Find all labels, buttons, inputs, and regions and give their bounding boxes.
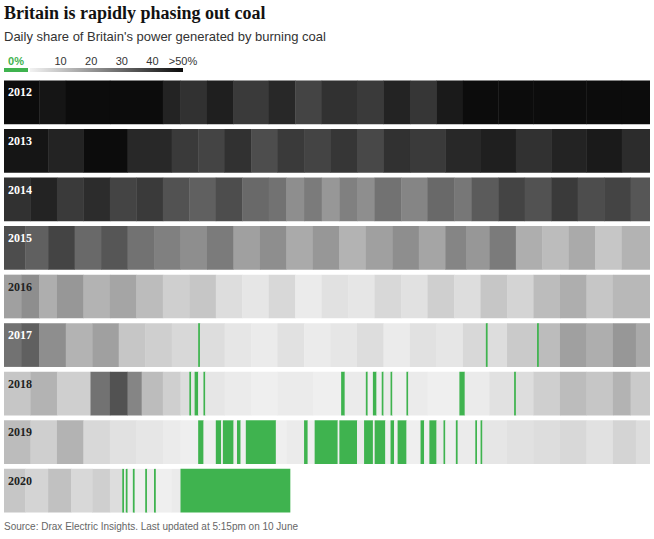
svg-text:0%: 0%: [8, 55, 24, 67]
svg-text:Britain is rapidly phasing out: Britain is rapidly phasing out coal: [4, 3, 266, 23]
svg-text:Source: Drax Electric Insights: Source: Drax Electric Insights. Last upd…: [4, 521, 298, 532]
svg-text:2018: 2018: [8, 377, 32, 391]
svg-text:30: 30: [116, 55, 128, 67]
svg-text:2017: 2017: [8, 328, 32, 342]
svg-text:20: 20: [85, 55, 97, 67]
svg-text:10: 10: [54, 55, 66, 67]
svg-text:2013: 2013: [8, 134, 32, 148]
svg-text:>50%: >50%: [169, 55, 198, 67]
svg-text:2014: 2014: [8, 183, 32, 197]
svg-text:2020: 2020: [8, 474, 32, 488]
svg-text:2015: 2015: [8, 231, 32, 245]
svg-text:2019: 2019: [8, 425, 32, 439]
svg-text:40: 40: [146, 55, 158, 67]
svg-text:2016: 2016: [8, 280, 32, 294]
svg-text:2012: 2012: [8, 85, 32, 99]
svg-text:Daily share of Britain's power: Daily share of Britain's power generated…: [4, 29, 326, 44]
